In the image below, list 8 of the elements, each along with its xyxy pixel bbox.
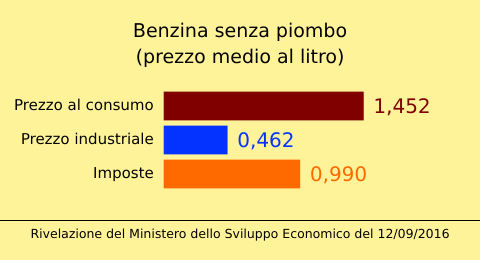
data-label: 0,990 — [310, 162, 368, 186]
data-label: 1,452 — [373, 94, 431, 118]
y-tick-label: Prezzo industriale — [20, 130, 154, 148]
text: Rivelazione del Ministero dello Sviluppo Economico del 12/09/2016 — [0, 220, 480, 241]
y-tick-label: Imposte — [93, 164, 154, 182]
data-label: 0,462 — [237, 128, 295, 152]
chart-title: Benzina senza piombo (prezzo medio al litro) — [132, 19, 348, 70]
y-tick-label: Prezzo al consumo — [14, 96, 154, 114]
